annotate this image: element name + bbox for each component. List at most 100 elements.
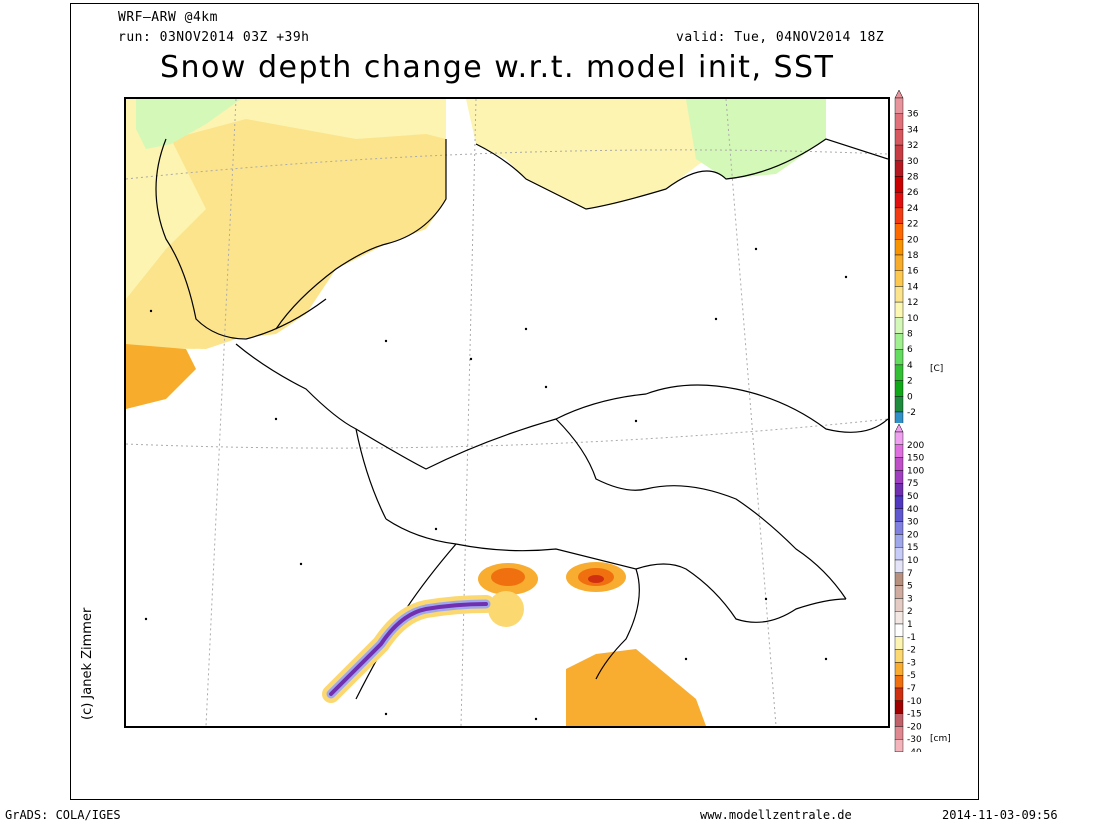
footer-timestamp: 2014-11-03-09:56 — [942, 808, 1058, 822]
snow-color-17 — [894, 649, 904, 663]
snow-tick: 2 — [907, 607, 913, 617]
sst-tick: 0 — [907, 392, 913, 402]
sst-color-4 — [894, 160, 904, 177]
map-title: Snow depth change w.r.t. model init, SST — [160, 50, 835, 85]
sst-tick: -2 — [907, 408, 916, 418]
sst-tick: 20 — [907, 235, 919, 245]
snow-unit: [cm] — [930, 734, 951, 744]
snow-tick: -30 — [907, 735, 922, 745]
sst-tick: 18 — [907, 251, 919, 261]
map-canvas — [126, 99, 888, 726]
sst-color-1 — [894, 113, 904, 130]
snow-tick: 20 — [907, 530, 919, 540]
snow-tick: 3 — [907, 594, 913, 604]
sst-color-15 — [894, 333, 904, 350]
snow-tick: 15 — [907, 543, 918, 553]
snow-tick: -40 — [907, 748, 922, 752]
snow-color-10 — [894, 559, 904, 574]
snow-tick: 75 — [907, 479, 918, 489]
run-label: run: 03NOV2014 03Z +39h — [118, 30, 310, 45]
snow-tick: 50 — [907, 492, 919, 502]
snow-tick: -7 — [907, 684, 916, 694]
snow-color-9 — [894, 546, 904, 561]
snow-tick: -15 — [907, 710, 922, 720]
sst-tick: 10 — [907, 314, 919, 324]
sst-tick: 12 — [907, 298, 918, 308]
sst-tick: 2 — [907, 377, 913, 387]
snow-tick: 200 — [907, 441, 924, 451]
snow-tick: 10 — [907, 556, 919, 566]
sst-baltic — [466, 99, 706, 209]
valid-label: valid: Tue, 04NOV2014 18Z — [676, 30, 885, 45]
plot-frame — [70, 3, 979, 800]
snow-colorbar: 2001501007550403020151075321-1-2-3-5-7-1… — [894, 423, 924, 752]
sst-unit: [C] — [930, 364, 944, 374]
snow-color-13 — [894, 598, 904, 612]
snow-tick: -20 — [907, 722, 922, 732]
snow-color-2 — [894, 457, 904, 471]
sst-tick: 32 — [907, 141, 918, 151]
model-label: WRF–ARW @4km — [118, 10, 218, 25]
sst-color-0 — [894, 97, 904, 114]
snow-tick: -1 — [907, 633, 916, 643]
sst-channel — [126, 344, 196, 409]
snow-color-8 — [894, 534, 904, 548]
snow-color-16 — [894, 636, 904, 650]
snow-gain-alps — [478, 562, 626, 627]
sst-tick: 30 — [907, 157, 919, 167]
sst-color-5 — [894, 176, 904, 193]
sst-color-8 — [894, 223, 904, 240]
snow-arrow-top — [894, 423, 904, 433]
snow-color-3 — [894, 470, 904, 484]
snow-color-22 — [894, 713, 904, 727]
snow-color-11 — [894, 572, 904, 586]
snow-tick: -2 — [907, 646, 916, 656]
map-area — [124, 97, 890, 728]
sst-tick: 22 — [907, 220, 918, 230]
sst-color-2 — [894, 129, 904, 146]
sst-color-18 — [894, 380, 904, 397]
snow-color-6 — [894, 508, 904, 522]
sst-tick: 28 — [907, 173, 919, 183]
sst-tick: 24 — [907, 204, 919, 214]
snow-color-20 — [894, 687, 904, 702]
snow-color-23 — [894, 726, 904, 740]
sst-color-12 — [894, 286, 904, 303]
sst-north-sea — [126, 119, 446, 349]
snow-tick: -3 — [907, 658, 916, 668]
sst-tick: 36 — [907, 110, 919, 120]
graticule — [126, 99, 888, 726]
snow-tick: 5 — [907, 582, 913, 592]
sst-color-3 — [894, 144, 904, 161]
sst-color-20 — [894, 411, 904, 423]
city-markers — [144, 247, 848, 721]
snow-tick: -5 — [907, 671, 916, 681]
sst-tick: 34 — [907, 125, 919, 135]
sst-tick: 26 — [907, 188, 919, 198]
snow-color-19 — [894, 674, 904, 689]
footer-website: www.modellzentrale.de — [700, 808, 852, 822]
sst-color-9 — [894, 239, 904, 256]
sst-tick: 8 — [907, 330, 913, 340]
snow-color-1 — [894, 444, 904, 458]
snow-tick: -10 — [907, 697, 922, 707]
snow-tick: 40 — [907, 505, 919, 515]
sst-tick: 14 — [907, 282, 919, 292]
sst-tick: 6 — [907, 345, 913, 355]
snow-color-24 — [894, 739, 904, 752]
sst-atlantic-green — [136, 99, 241, 149]
snow-color-12 — [894, 585, 904, 599]
sst-tick: 16 — [907, 267, 919, 277]
sst-baltic-green — [686, 99, 826, 179]
sst-color-17 — [894, 364, 904, 381]
sst-color-13 — [894, 301, 904, 319]
snow-color-18 — [894, 662, 904, 676]
sst-color-6 — [894, 191, 904, 209]
sst-color-14 — [894, 317, 904, 334]
snow-tick: 7 — [907, 569, 913, 579]
snow-color-15 — [894, 623, 904, 638]
snow-color-5 — [894, 495, 904, 510]
snow-tick: 30 — [907, 518, 919, 528]
snow-tick: 1 — [907, 620, 913, 630]
